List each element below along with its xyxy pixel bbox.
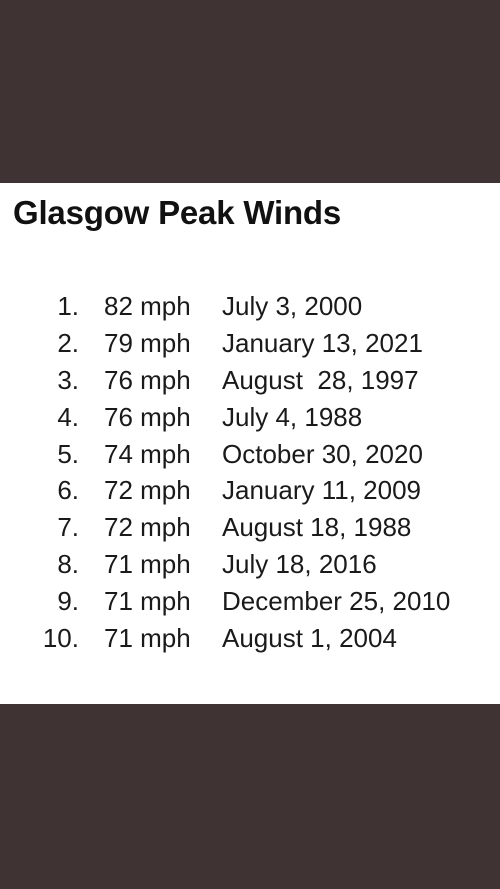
wind-speed: 76 mph bbox=[104, 401, 191, 432]
rank-number: 7. bbox=[57, 512, 79, 543]
rank-number: 4. bbox=[57, 401, 79, 432]
list-item: 10. 71 mph August 1, 2004 bbox=[0, 623, 500, 660]
list-item: 2. 79 mph January 13, 2021 bbox=[0, 328, 500, 365]
event-date: July 18, 2016 bbox=[222, 549, 377, 580]
wind-speed: 82 mph bbox=[104, 291, 191, 321]
wind-speed: 72 mph bbox=[104, 475, 191, 506]
peak-winds-list: 1. 82 mph July 3, 2000 2. 79 mph January… bbox=[0, 291, 500, 660]
list-item: 3. 76 mph August 28, 1997 bbox=[0, 365, 500, 402]
rank-number: 3. bbox=[57, 364, 79, 395]
wind-speed: 74 mph bbox=[104, 438, 191, 469]
rank-number: 6. bbox=[57, 475, 79, 506]
wind-speed: 71 mph bbox=[104, 623, 191, 654]
event-date: January 11, 2009 bbox=[222, 475, 421, 506]
list-item: 9. 71 mph December 25, 2010 bbox=[0, 586, 500, 623]
wind-speed: 71 mph bbox=[104, 549, 191, 580]
rank-number: 1. bbox=[57, 291, 79, 321]
rank-number: 9. bbox=[57, 586, 79, 617]
list-item: 1. 82 mph July 3, 2000 bbox=[0, 291, 500, 328]
top-dark-band bbox=[0, 0, 500, 183]
document-panel bbox=[0, 183, 500, 704]
event-date: August 1, 2004 bbox=[222, 623, 397, 654]
list-item: 8. 71 mph July 18, 2016 bbox=[0, 549, 500, 586]
rank-number: 2. bbox=[57, 327, 79, 358]
wind-speed: 71 mph bbox=[104, 586, 191, 617]
wind-speed: 72 mph bbox=[104, 512, 191, 543]
list-item: 5. 74 mph October 30, 2020 bbox=[0, 439, 500, 476]
event-date: January 13, 2021 bbox=[222, 327, 423, 358]
rank-number: 10. bbox=[42, 623, 79, 654]
list-item: 6. 72 mph January 11, 2009 bbox=[0, 475, 500, 512]
event-date: August 28, 1997 bbox=[222, 364, 419, 395]
event-date: October 30, 2020 bbox=[222, 438, 423, 469]
wind-speed: 76 mph bbox=[104, 364, 191, 395]
rank-number: 5. bbox=[57, 438, 79, 469]
rank-number: 8. bbox=[57, 549, 79, 580]
list-item: 4. 76 mph July 4, 1988 bbox=[0, 402, 500, 439]
event-date: July 3, 2000 bbox=[222, 291, 363, 321]
list-item: 7. 72 mph August 18, 1988 bbox=[0, 512, 500, 549]
event-date: August 18, 1988 bbox=[222, 512, 412, 543]
bottom-dark-band bbox=[0, 704, 500, 889]
page-title: Glasgow Peak Winds bbox=[13, 194, 342, 231]
event-date: December 25, 2010 bbox=[222, 586, 451, 617]
wind-speed: 79 mph bbox=[104, 327, 191, 358]
event-date: July 4, 1988 bbox=[222, 401, 363, 432]
